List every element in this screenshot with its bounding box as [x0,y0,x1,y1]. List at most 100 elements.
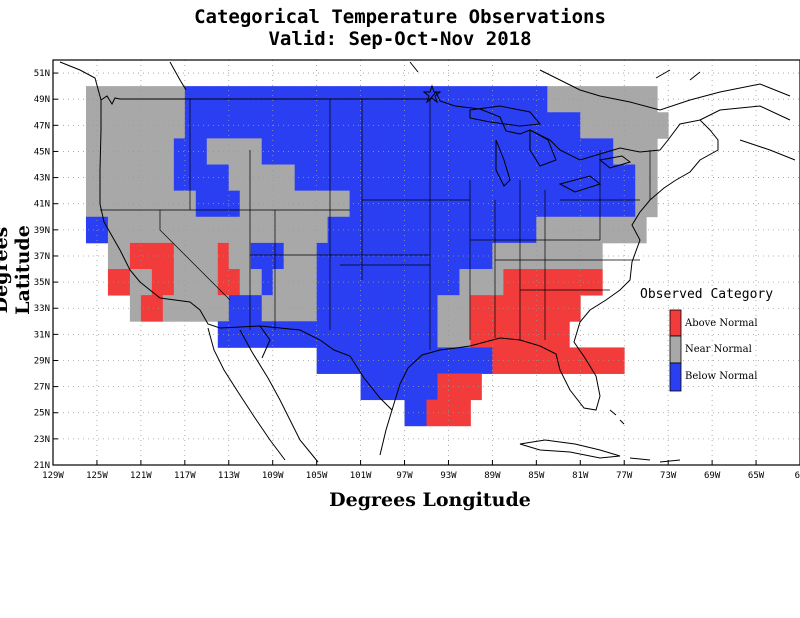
grid-cell [316,295,329,322]
grid-cell [173,295,186,322]
grid-cell [250,295,263,322]
grid-cell [228,190,241,218]
grid-cell [118,164,131,192]
grid-cell [404,269,416,296]
grid-cell [195,190,208,218]
grid-cell [525,295,537,322]
grid-cell [239,321,252,348]
grid-cell [536,295,548,322]
grid-cell [514,86,526,113]
grid-cell [448,112,460,139]
legend-label-below: Below Normal [685,371,757,382]
grid-cell [448,321,460,348]
grid-cell [470,242,482,270]
y-tick-label: 33N [34,304,50,314]
grid-cell [646,138,658,165]
grid-cell [173,242,186,270]
grid-cell [646,112,658,139]
grid-cell [173,138,186,165]
grid-cell [316,347,329,374]
grid-cell [151,295,164,322]
grid-cell [140,242,153,270]
grid-cell [305,190,318,218]
grid-cell [602,216,614,244]
legend-swatch-below [669,362,682,392]
grid-cell [129,164,142,192]
grid-cell [448,399,460,427]
grid-cell [470,112,482,139]
grid-cell [503,216,515,244]
grid-cell [404,138,416,165]
canada-lines [59,61,796,161]
grid-cell [195,295,208,322]
grid-cell [228,242,241,270]
grid-cell [206,112,219,139]
x-tick-label: 61 [795,471,800,481]
grid-cell [239,242,252,270]
x-tick-label: 101W [350,471,372,481]
grid-cell [558,164,570,192]
x-tick-label: 73W [660,471,677,481]
grid-cell [316,321,329,348]
grid-cell [140,190,153,218]
grid-cell [536,112,548,139]
grid-cell [371,373,383,401]
grid-cell [371,190,383,218]
grid-cell [536,138,548,165]
grid-cell [261,190,274,218]
grid-cell [228,321,241,348]
grid-cell [228,269,241,296]
x-tick-label: 117W [174,471,196,481]
grid-cell [261,112,274,139]
grid-cell [283,321,296,348]
grid-cell [426,112,438,139]
grid-cell [481,295,493,322]
grid-cell [393,347,405,374]
grid-cell [624,112,636,139]
grid-cell [426,399,438,427]
grid-cell [459,269,471,296]
grid-cell [360,347,372,374]
grid-cell [250,190,263,218]
grid-cell [151,190,164,218]
grid-cell [602,190,614,218]
grid-cell [624,164,636,192]
grid-cell [426,321,438,348]
grid-cell [404,190,416,218]
grid-cell [184,216,197,244]
grid-cell [569,112,581,139]
grid-cell [569,295,581,322]
grid-cell [569,216,581,244]
grid-cell [283,164,296,192]
grid-cell [536,347,548,374]
grid-cell [591,269,603,296]
grid-cell [294,164,307,192]
grid-cell [459,190,471,218]
grid-cell [525,112,537,139]
grid-cell [228,164,241,192]
grid-cell [371,216,383,244]
grid-cell [250,138,263,165]
grid-cell [426,347,438,374]
grid-cell [338,112,351,139]
grid-cell [129,190,142,218]
grid-cell [184,295,197,322]
grid-cell [470,86,482,113]
grid-cell [371,112,383,139]
longitude-ticks: 129W 125W 121W 117W 113W 109W 105W 101W 97W 93W 89… [42,460,800,481]
grid-cell [118,138,131,165]
grid-cell [393,138,405,165]
grid-cell [173,216,186,244]
grid-cell [580,138,592,165]
grid-cell [503,295,515,322]
grid-cell [393,269,405,296]
grid-cell [140,112,153,139]
grid-cell [151,112,164,139]
grid-cell [536,242,548,270]
grid-cell [459,373,471,401]
y-tick-label: 41N [34,200,50,210]
grid-cell [283,190,296,218]
x-tick-label: 65W [748,471,765,481]
grid-cell [448,295,460,322]
grid-cell [360,269,372,296]
